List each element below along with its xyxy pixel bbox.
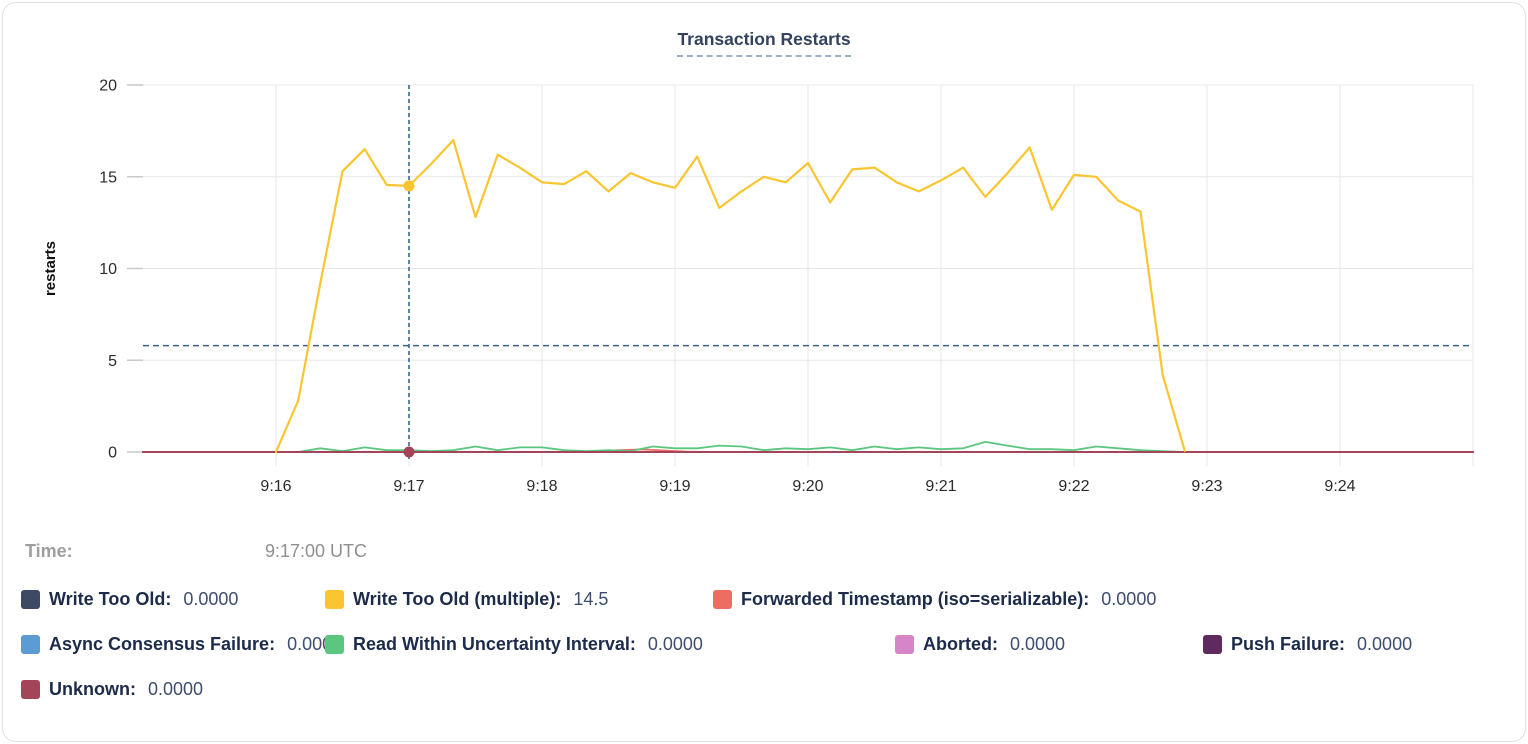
y-axis-label: restarts xyxy=(42,241,59,296)
legend-item[interactable]: Write Too Old (multiple): 14.5 xyxy=(325,589,608,610)
legend-swatch xyxy=(895,635,914,654)
legend-item[interactable]: Forwarded Timestamp (iso=serializable): 0… xyxy=(713,589,1156,610)
chart-legend: Write Too Old: 0.0000 Write Too Old (multi… xyxy=(21,589,1515,724)
legend-label: Write Too Old (multiple): xyxy=(353,589,562,609)
chart-title[interactable]: Transaction Restarts xyxy=(677,29,851,57)
series-line xyxy=(297,440,1186,453)
legend-item[interactable]: Write Too Old: 0.0000 xyxy=(21,589,238,610)
x-tick-label: 9:22 xyxy=(1058,478,1089,495)
x-tick-label: 9:20 xyxy=(792,478,823,495)
legend-item[interactable]: Aborted: 0.0000 xyxy=(895,634,1065,655)
legend-label: Push Failure: xyxy=(1231,634,1346,654)
hover-time-value: 9:17:00 UTC xyxy=(265,541,368,561)
x-tick-label: 9:24 xyxy=(1324,478,1355,495)
legend-item[interactable]: Read Within Uncertainty Interval: 0.0000 xyxy=(325,634,703,655)
chart-svg[interactable]: 0 5 10 15 20 9:16 9:17 9:18 9:19 9:20 9:21 9:22 9:23… xyxy=(3,3,1528,508)
legend-value: 0.0000 xyxy=(148,679,204,699)
x-tick-label: 9:17 xyxy=(393,478,424,495)
legend-value: 0.0000 xyxy=(647,634,703,654)
legend-swatch xyxy=(325,635,344,654)
x-tick-label: 9:18 xyxy=(526,478,557,495)
legend-row: Write Too Old: 0.0000 Write Too Old (multi… xyxy=(21,589,1515,615)
legend-value: 0.0000 xyxy=(1010,634,1066,654)
legend-value: 0.0000 xyxy=(1357,634,1413,654)
legend-item[interactable]: Async Consensus Failure: 0.0000 xyxy=(21,634,342,655)
x-tick-label: 9:16 xyxy=(260,478,291,495)
y-tick-label: 5 xyxy=(108,353,117,370)
legend-item[interactable]: Push Failure: 0.0000 xyxy=(1203,634,1412,655)
hover-point xyxy=(403,446,415,458)
legend-value: 0.0000 xyxy=(183,589,239,609)
legend-item[interactable]: Unknown: 0.0000 xyxy=(21,679,203,700)
legend-label: Aborted: xyxy=(923,634,998,654)
legend-swatch xyxy=(21,635,40,654)
hover-point xyxy=(403,180,415,192)
legend-row: Async Consensus Failure: 0.0000 Read Withi… xyxy=(21,634,1515,660)
y-tick-label: 15 xyxy=(99,169,117,186)
legend-swatch xyxy=(325,590,344,609)
legend-label: Write Too Old: xyxy=(49,589,172,609)
legend-value: 0.0000 xyxy=(1101,589,1157,609)
legend-value: 14.5 xyxy=(573,589,609,609)
legend-label: Unknown: xyxy=(49,679,136,699)
x-tick-label: 9:19 xyxy=(659,478,690,495)
legend-swatch xyxy=(21,680,40,699)
legend-swatch xyxy=(1203,635,1222,654)
legend-label: Forwarded Timestamp (iso=serializable): xyxy=(741,589,1090,609)
y-tick-label: 0 xyxy=(108,445,117,462)
x-tick-label: 9:23 xyxy=(1191,478,1222,495)
x-tick-label: 9:21 xyxy=(925,478,956,495)
legend-label: Read Within Uncertainty Interval: xyxy=(353,634,636,654)
legend-swatch xyxy=(713,590,732,609)
legend-label: Async Consensus Failure: xyxy=(49,634,276,654)
hover-time-row: Time: 9:17:00 UTC xyxy=(25,541,1505,562)
chart-title-wrap: Transaction Restarts xyxy=(3,29,1525,57)
legend-swatch xyxy=(21,590,40,609)
y-tick-label: 10 xyxy=(99,261,117,278)
legend-row: Unknown: 0.0000 xyxy=(21,679,1515,705)
y-tick-label: 20 xyxy=(99,78,117,95)
hover-time-label: Time: xyxy=(25,541,73,561)
series-line xyxy=(274,139,1186,454)
